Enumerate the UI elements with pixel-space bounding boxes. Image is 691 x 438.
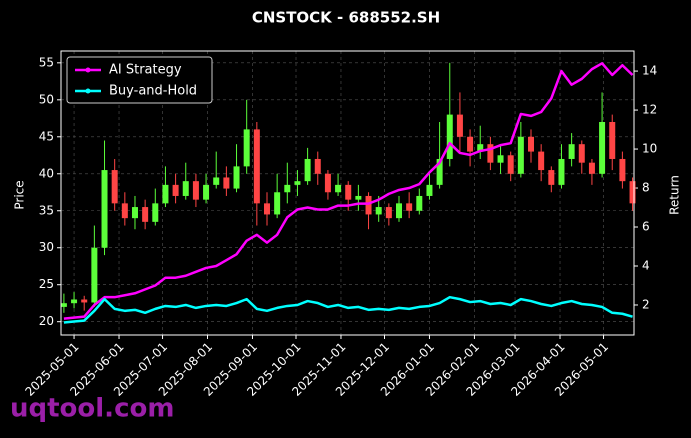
candle-body [192, 181, 199, 200]
candle-body [284, 184, 291, 193]
y-tick-label: 50 [39, 92, 54, 106]
candle-body [203, 184, 210, 200]
candle-body [162, 184, 169, 204]
candle-body [81, 299, 88, 303]
candle-body [385, 207, 392, 219]
y2-tick-label: 12 [642, 103, 657, 117]
candle-body [274, 192, 281, 215]
y2-tick-label: 4 [642, 258, 650, 272]
y2-tick-label: 2 [642, 297, 650, 311]
candle-body [497, 155, 504, 163]
candle-body [426, 184, 433, 196]
y2-axis-label: Return [668, 175, 682, 215]
candle-body [416, 195, 423, 211]
candle-body [253, 129, 260, 204]
watermark: uqtool.com [10, 394, 174, 424]
candle-body [172, 184, 179, 196]
series-line [63, 62, 634, 320]
chart-title: CNSTOCK - 688552.SH [252, 9, 440, 27]
candle-body [406, 203, 413, 211]
candle-body [375, 207, 382, 215]
candle-body [507, 155, 514, 174]
candle-body [477, 144, 484, 152]
candle-body [324, 173, 331, 193]
candle-body [538, 151, 545, 171]
y-tick-label: 45 [39, 129, 54, 143]
candle-body [395, 203, 402, 219]
candle-body [60, 303, 67, 307]
candle-body [121, 203, 128, 219]
y2-tick-label: 6 [642, 220, 650, 234]
candle-body [91, 247, 98, 303]
legend-label: AI Strategy [109, 63, 182, 78]
candle-body [456, 114, 463, 137]
candle-body [487, 144, 494, 163]
candle-body [446, 114, 453, 159]
candle-body [314, 158, 321, 174]
y-tick-label: 30 [39, 240, 54, 254]
y2-tick-label: 14 [642, 64, 657, 78]
candle-body [609, 122, 616, 159]
candle-body [304, 158, 311, 182]
candle-body [619, 158, 626, 182]
candle-body [233, 166, 240, 189]
candle-body [355, 195, 362, 200]
candle-body [568, 144, 575, 159]
y2-tick-label: 10 [642, 142, 657, 156]
y-tick-label: 35 [39, 203, 54, 217]
series-line [63, 295, 633, 324]
candle-body [111, 170, 118, 204]
candle-body [528, 136, 535, 152]
y-tick-label: 25 [39, 277, 54, 291]
y-tick-label: 55 [39, 55, 54, 69]
candle-body [335, 184, 342, 193]
candle-body [213, 177, 220, 185]
candle-body [365, 195, 372, 215]
candle-body [599, 122, 606, 174]
legend-label: Buy-and-Hold [109, 84, 197, 99]
candle-body [517, 136, 524, 174]
candle-body [243, 129, 250, 167]
candle-body [548, 170, 555, 185]
candle-body [345, 184, 352, 200]
plot-frame [60, 50, 635, 336]
candle-body [101, 170, 108, 248]
candle-body [223, 177, 230, 189]
y-tick-label: 40 [39, 166, 54, 180]
candle-body [558, 158, 565, 185]
candle-body [71, 299, 78, 304]
y2-tick-label: 8 [642, 181, 650, 195]
candle-body [588, 162, 595, 174]
candle-body [182, 181, 189, 196]
candle-body [142, 207, 149, 222]
legend-box [66, 56, 213, 104]
candle-body [131, 207, 138, 219]
candle-body [294, 181, 301, 185]
y-tick-label: 20 [39, 314, 54, 328]
legend-marker [85, 88, 91, 94]
legend-marker [85, 67, 91, 73]
candle-body [436, 158, 443, 185]
candle-body [629, 181, 636, 204]
candle-body [578, 144, 585, 163]
candle-body [152, 203, 159, 222]
candle-body [467, 136, 474, 152]
y-axis-label: Price [13, 180, 27, 209]
candle-body [263, 203, 270, 215]
